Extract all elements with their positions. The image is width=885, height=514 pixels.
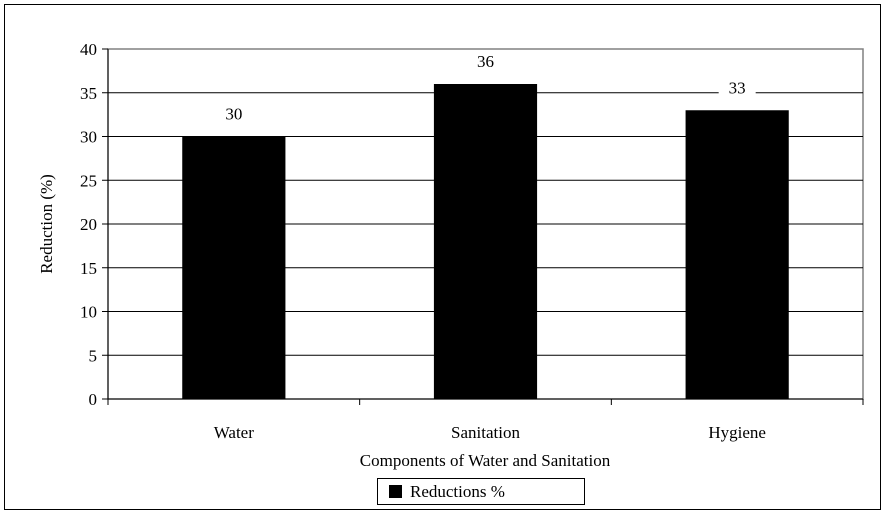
x-tick-label: Hygiene	[708, 423, 766, 442]
bars	[182, 84, 789, 399]
y-tick-label: 0	[89, 390, 98, 409]
bar-water	[182, 136, 286, 399]
x-axis-ticks: Water Sanitation Hygiene	[107, 399, 864, 442]
y-tick-label: 15	[80, 259, 97, 278]
data-label: 36	[477, 52, 494, 71]
data-label: 30	[225, 105, 242, 124]
legend-label: Reductions %	[410, 481, 505, 501]
y-tick-label: 10	[80, 303, 97, 322]
data-label-background	[215, 102, 253, 126]
y-tick-label: 20	[80, 215, 97, 234]
y-tick-label: 35	[80, 84, 97, 103]
data-labels: 30 36 33	[215, 50, 756, 126]
data-label-background	[718, 76, 756, 100]
y-tick-label: 40	[80, 40, 97, 59]
data-label: 33	[729, 78, 746, 97]
legend-swatch	[389, 485, 402, 498]
y-axis-title: Reduction (%)	[37, 174, 56, 274]
y-axis-ticks: 0 5 10 15 20 25 30 35 40	[80, 40, 108, 409]
y-tick-label: 30	[80, 128, 97, 147]
x-tick-label: Sanitation	[451, 423, 520, 442]
y-tick-label: 5	[89, 346, 98, 365]
data-label-background	[467, 50, 504, 73]
legend: Reductions %	[377, 478, 585, 505]
bar-sanitation	[433, 84, 538, 399]
y-tick-label: 25	[80, 171, 97, 190]
bar-hygiene	[685, 110, 789, 399]
x-axis-title: Components of Water and Sanitation	[360, 451, 611, 470]
x-tick-label: Water	[214, 423, 254, 442]
